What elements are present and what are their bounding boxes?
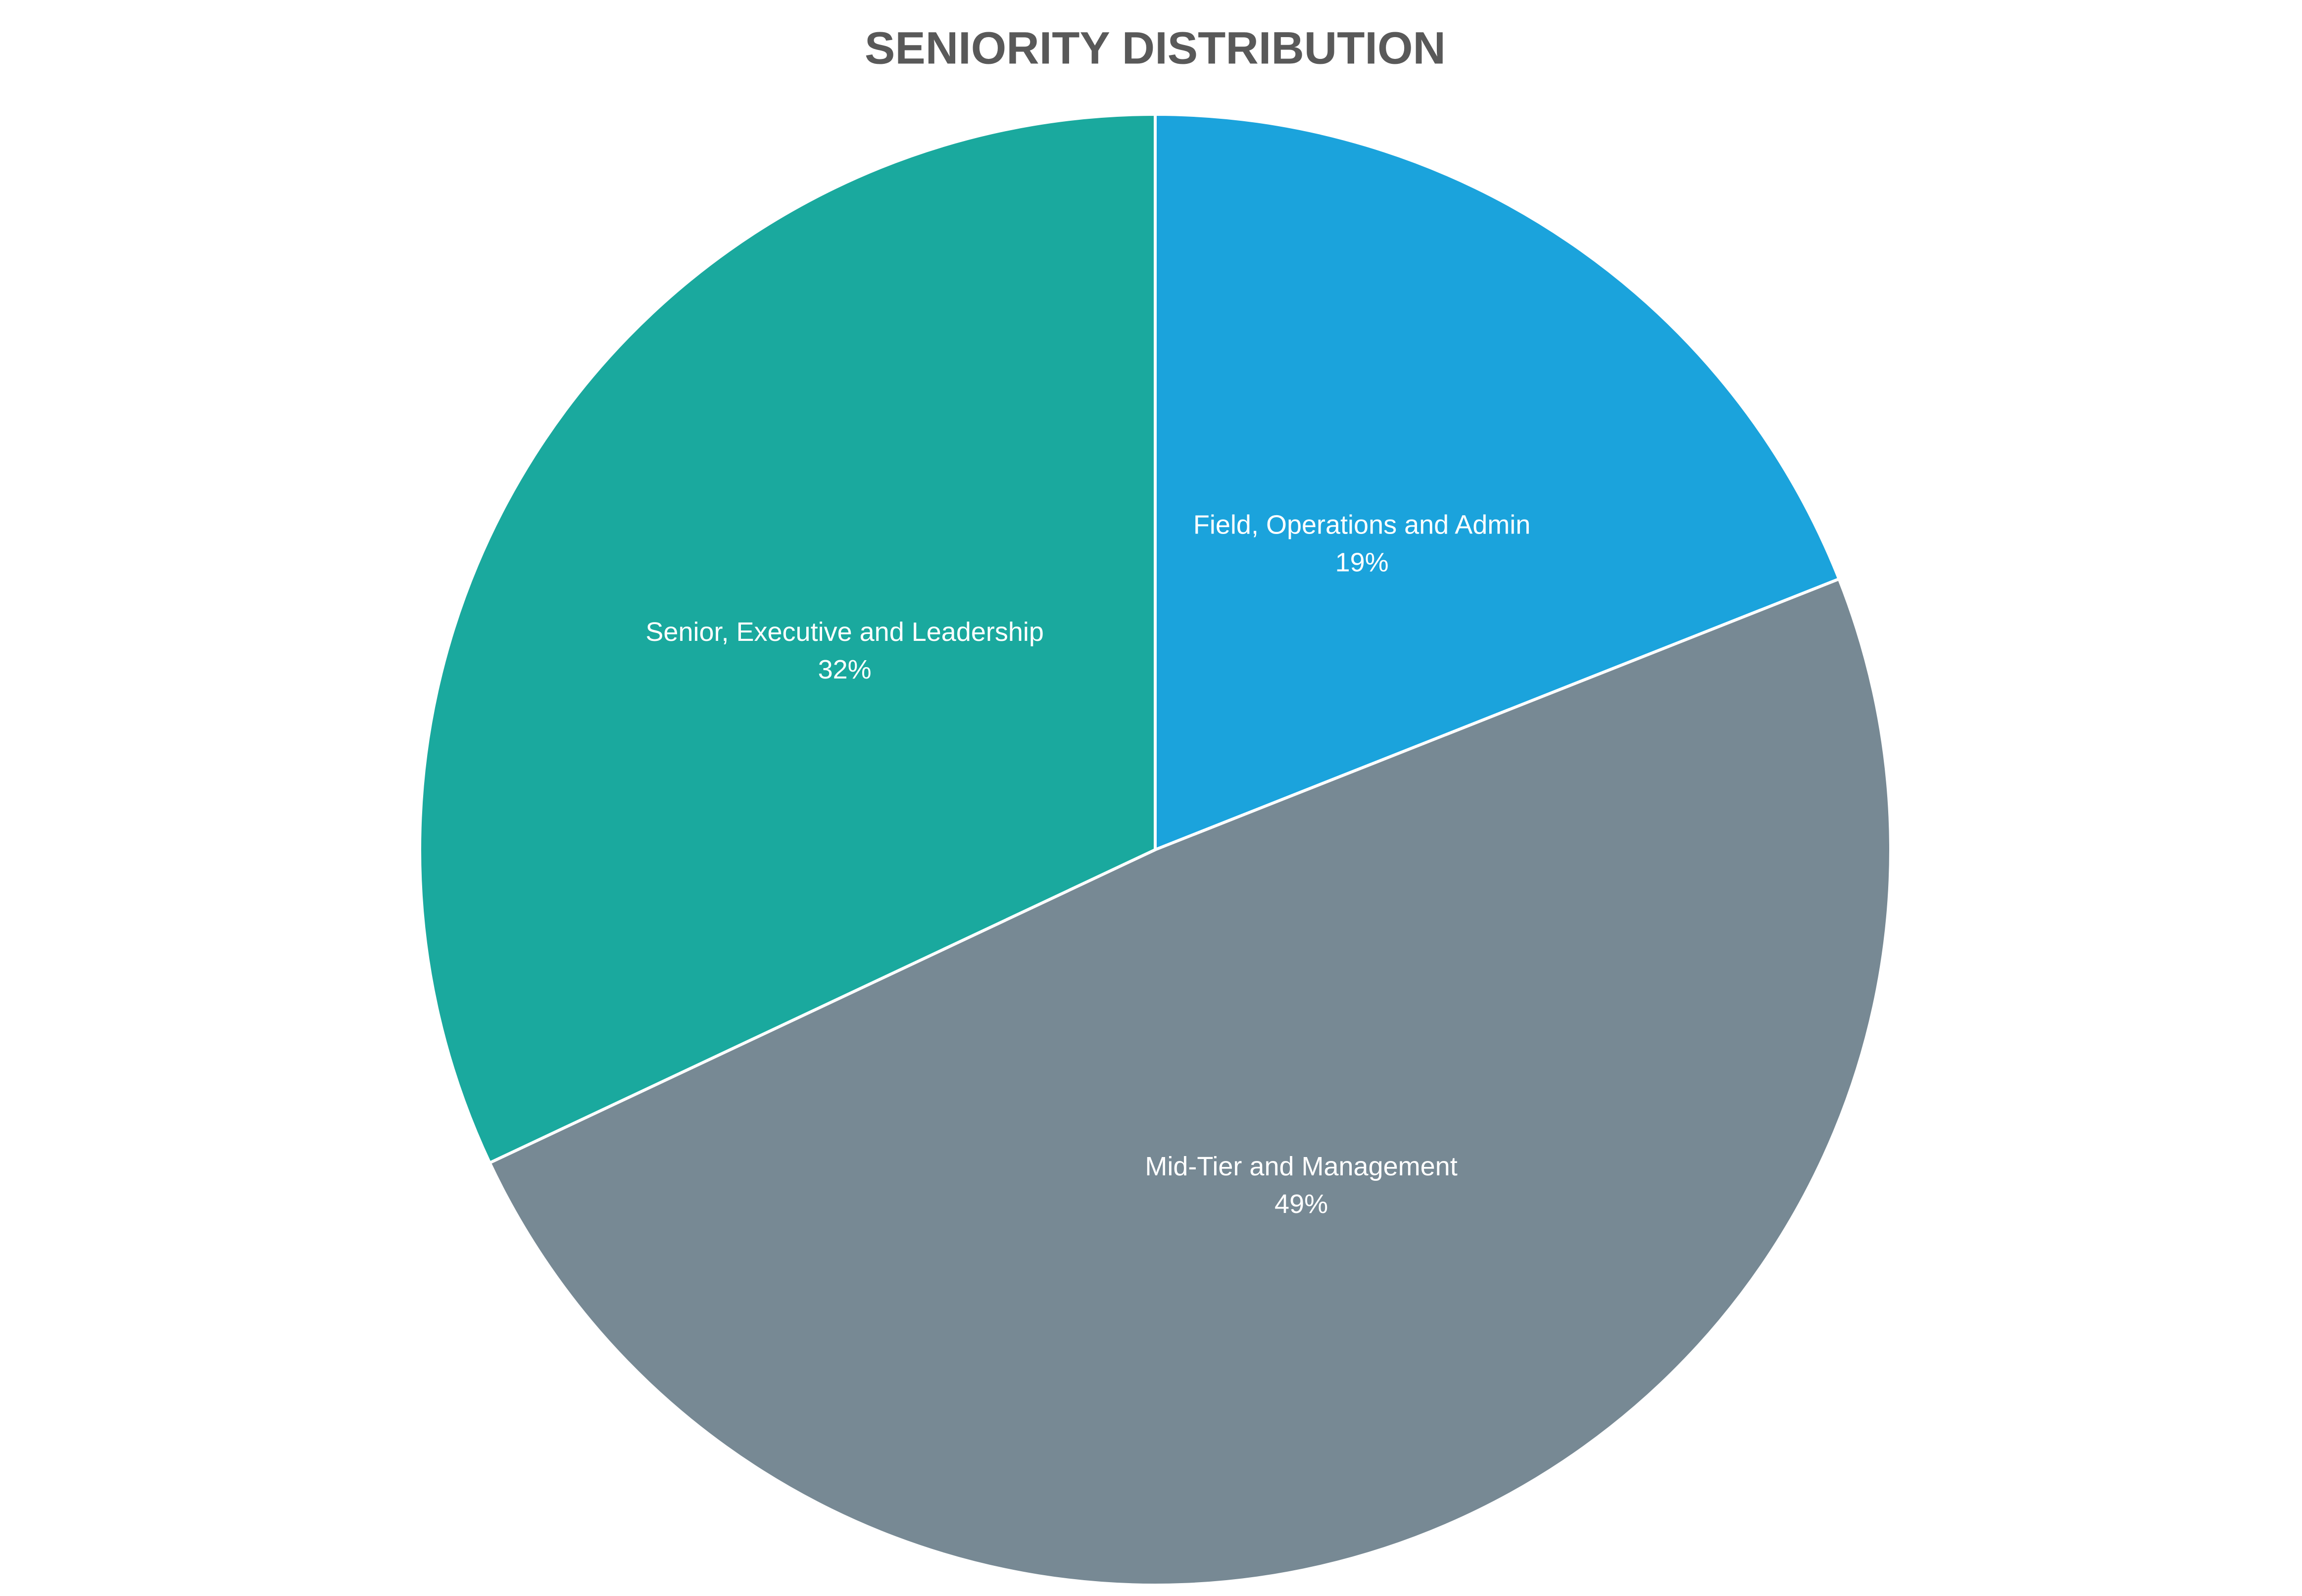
slice-label: Mid-Tier and Management bbox=[1145, 1152, 1457, 1181]
slice-value-label: 32% bbox=[818, 655, 872, 684]
slice-value-label: 19% bbox=[1335, 548, 1389, 578]
pie-slice bbox=[418, 113, 1157, 1164]
pie bbox=[418, 113, 1892, 1587]
slice-label: Senior, Executive and Leadership bbox=[645, 617, 1044, 647]
chart-title: SENIORITY DISTRIBUTION bbox=[865, 23, 1446, 73]
slice-value-label: 49% bbox=[1274, 1189, 1328, 1219]
pie-slice bbox=[1154, 113, 1841, 851]
pie-slice bbox=[488, 577, 1892, 1587]
slice-label: Field, Operations and Admin bbox=[1193, 510, 1530, 540]
pie-labels: Field, Operations and Admin 19% Mid-Tier a… bbox=[645, 510, 1530, 1219]
